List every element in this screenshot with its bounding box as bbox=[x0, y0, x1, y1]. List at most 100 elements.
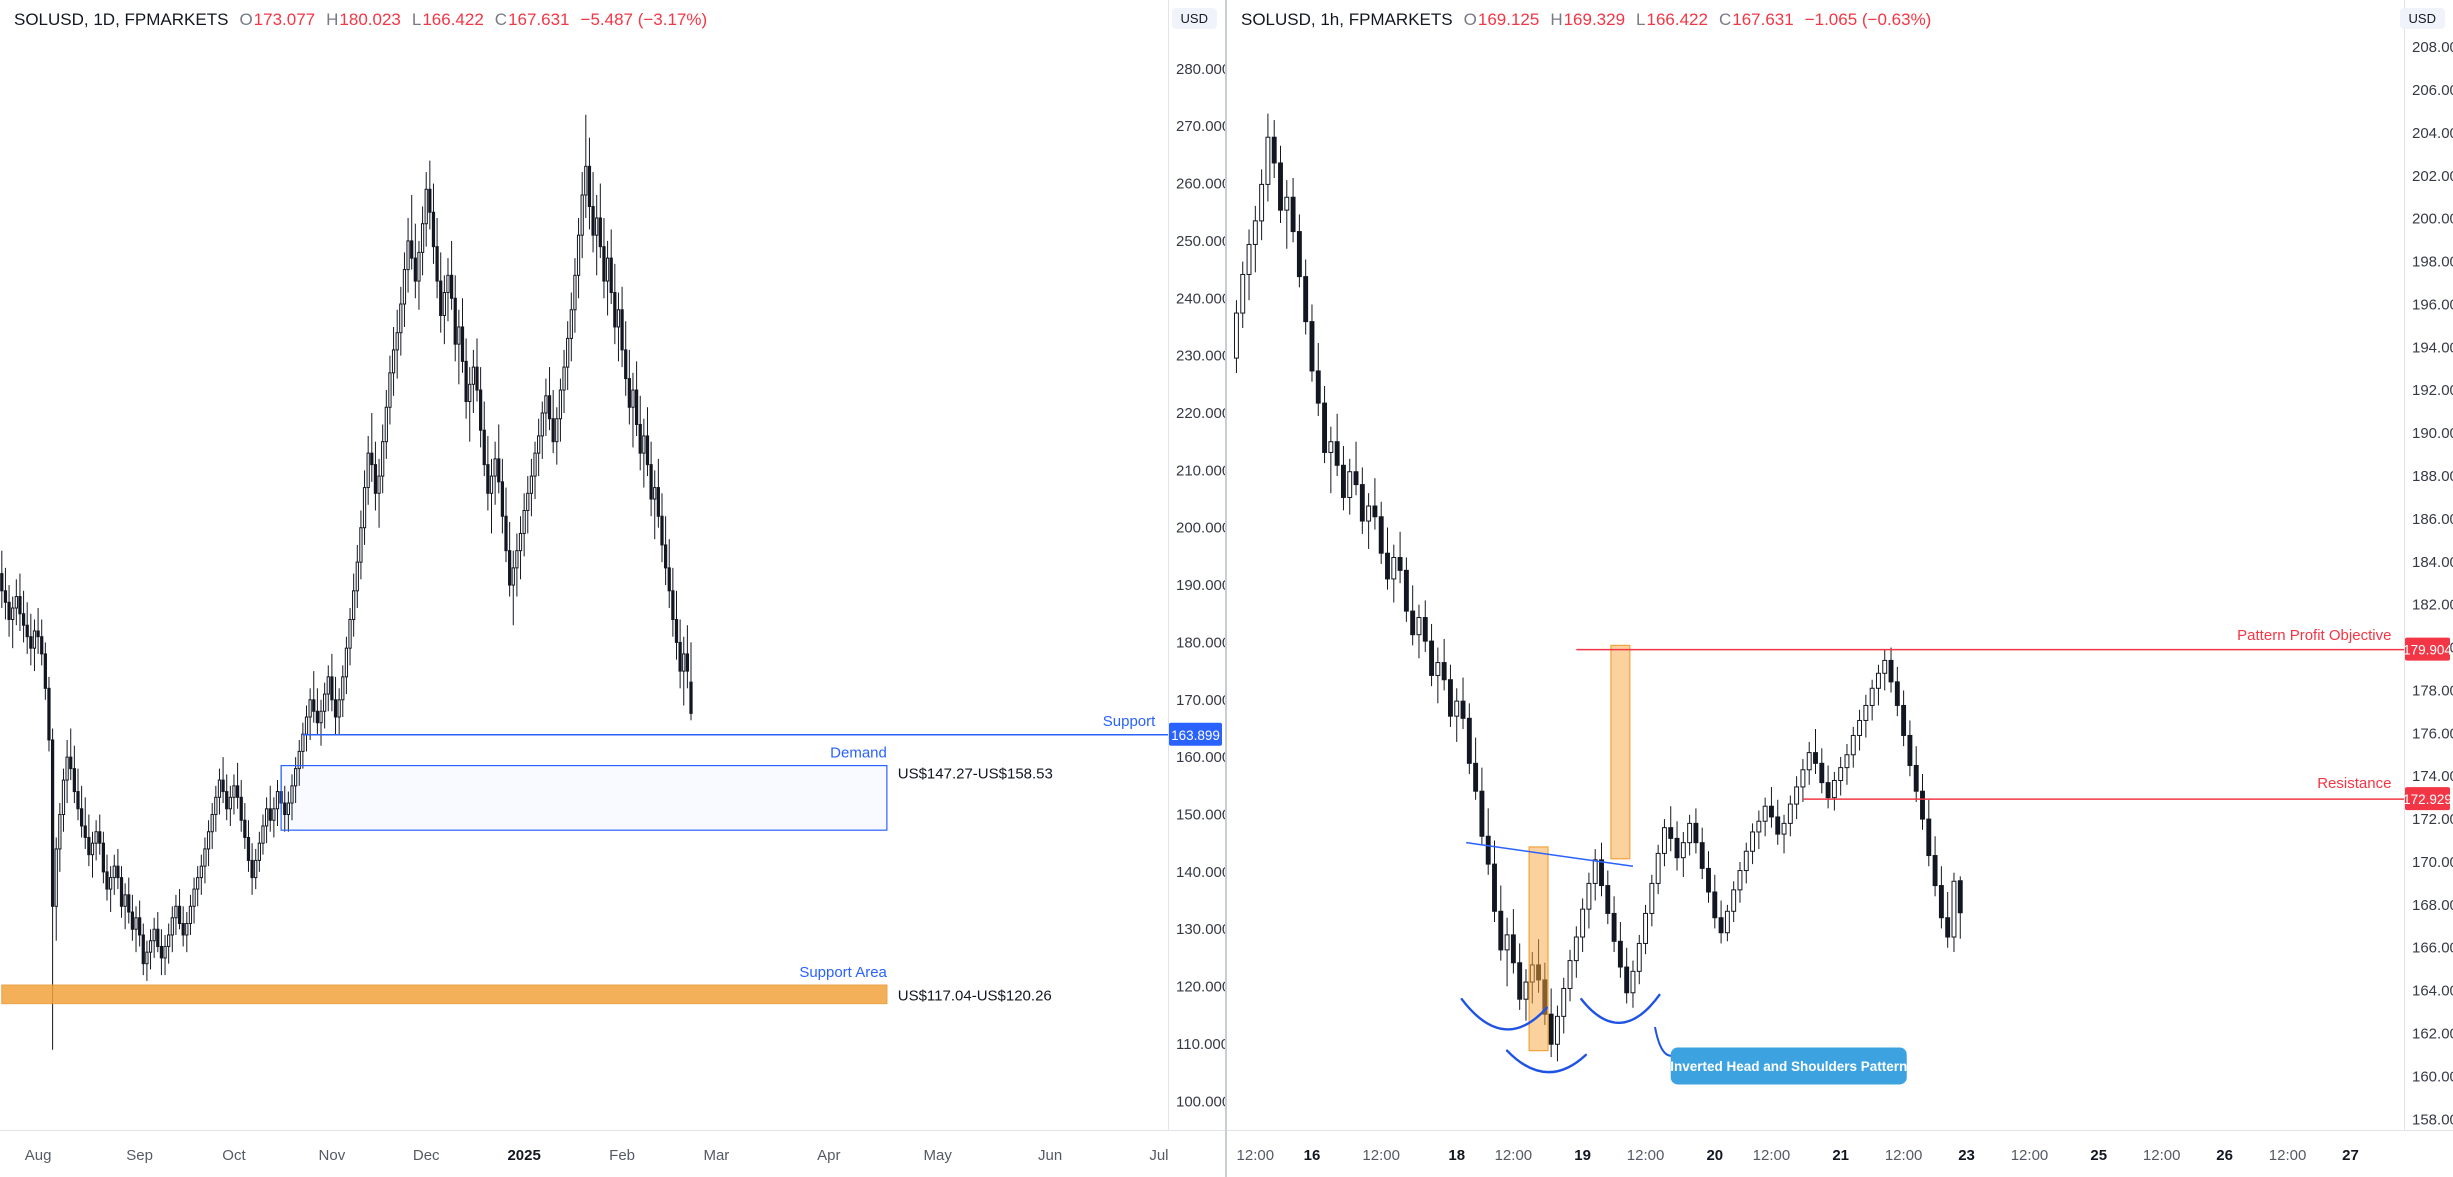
price-axis[interactable]: 100.000 110.000 120.000 130.000 140.000 150.0… bbox=[1176, 61, 1225, 1110]
candle-body bbox=[1838, 767, 1844, 781]
candle-body bbox=[493, 458, 497, 477]
symbol-title-daily[interactable]: SOLUSD, 1D, FPMARKETS bbox=[14, 10, 229, 29]
candle-body bbox=[497, 458, 501, 483]
hourly-chart-panel: 158.000 160.000 162.000 164.000 166.000 168.0… bbox=[1225, 0, 2453, 1177]
demand-label[interactable]: Demand bbox=[830, 745, 887, 762]
price-tick-label: 170.000 bbox=[2412, 854, 2453, 871]
pattern-profit-objective-line-price-text: 179.904 bbox=[2403, 643, 2452, 658]
candle-body bbox=[366, 452, 370, 489]
demand-zone[interactable] bbox=[280, 764, 888, 831]
pattern-callout[interactable] bbox=[1670, 1047, 1907, 1085]
candle-body bbox=[1479, 790, 1485, 837]
neckline[interactable] bbox=[1466, 841, 1634, 868]
candle-body bbox=[1353, 471, 1359, 486]
price-tick-label: 240.000 bbox=[1176, 290, 1225, 307]
candle-body bbox=[246, 836, 251, 861]
candle-body bbox=[1687, 822, 1693, 844]
time-tick-label: 25 bbox=[2090, 1147, 2107, 1164]
candle-body bbox=[1775, 816, 1781, 835]
time-tick-label: Feb bbox=[609, 1147, 635, 1164]
candle-body bbox=[290, 785, 294, 804]
candle-body bbox=[1510, 934, 1516, 964]
time-axis[interactable]: Aug Sep Oct Nov Dec 2025 Feb Mar Apr May Jun Jul bbox=[25, 1147, 1169, 1164]
candle-body bbox=[145, 951, 149, 965]
price-tick-label: 190.000 bbox=[1176, 577, 1225, 594]
price-tick-label: 260.000 bbox=[1176, 176, 1225, 193]
resistance-label[interactable]: Resistance bbox=[2317, 775, 2391, 792]
candle-body bbox=[562, 366, 566, 391]
candle-body bbox=[1359, 484, 1365, 522]
time-tick-label: 12:00 bbox=[1237, 1147, 1275, 1164]
support-area-range-label[interactable]: US$117.04-US$120.26 bbox=[898, 987, 1052, 1004]
symbol-title-hourly[interactable]: SOLUSD, 1h, FPMARKETS bbox=[1241, 10, 1453, 29]
candle-body bbox=[36, 630, 40, 638]
candle-body bbox=[511, 567, 515, 586]
price-tick-label: 200.000 bbox=[1176, 520, 1225, 537]
candle-body bbox=[1674, 837, 1680, 859]
candle-body bbox=[21, 613, 26, 626]
candle-body bbox=[235, 785, 240, 798]
candle-body bbox=[1240, 273, 1246, 314]
candle-body bbox=[544, 395, 548, 414]
candle-body bbox=[1322, 402, 1328, 453]
candle-body bbox=[1296, 231, 1302, 278]
candle-body bbox=[1460, 700, 1466, 719]
price-tick-label: 280.000 bbox=[1176, 61, 1225, 78]
candle-body bbox=[533, 452, 537, 477]
candle-body bbox=[170, 917, 174, 936]
candle-body bbox=[87, 836, 91, 856]
projection-box[interactable] bbox=[1610, 644, 1631, 860]
support-label[interactable]: Support bbox=[1103, 713, 1156, 730]
candle-body bbox=[69, 756, 73, 770]
demand-range-label[interactable]: US$147.27-US$158.53 bbox=[898, 765, 1053, 782]
pattern-profit-objective-label[interactable]: Pattern Profit Objective bbox=[2237, 627, 2391, 644]
left-shoulder-arc[interactable] bbox=[1460, 998, 1548, 1031]
candle-body bbox=[283, 802, 287, 816]
hourly-chart-canvas[interactable]: 158.000 160.000 162.000 164.000 166.000 168.0… bbox=[1227, 0, 2453, 1177]
resistance-line-price-label bbox=[2405, 787, 2450, 811]
ohlc-high-hourly: H 169.329 bbox=[1550, 10, 1626, 29]
candle-body bbox=[98, 831, 102, 844]
time-tick-label: 2025 bbox=[507, 1147, 540, 1164]
candle-body bbox=[537, 435, 541, 454]
candle-body bbox=[275, 791, 280, 810]
candle-body bbox=[609, 257, 613, 294]
candle-body bbox=[1649, 882, 1655, 914]
candle-body bbox=[1492, 863, 1497, 912]
candle-body bbox=[435, 246, 439, 282]
candle-body bbox=[464, 360, 468, 403]
right-shoulder-arc[interactable] bbox=[1580, 993, 1661, 1024]
daily-chart-canvas[interactable]: 100.000 110.000 120.000 130.000 140.000 150.0… bbox=[0, 0, 1225, 1177]
candle-body bbox=[58, 814, 62, 850]
time-tick-label: 21 bbox=[1832, 1147, 1849, 1164]
candle-body bbox=[649, 464, 653, 500]
candle-body bbox=[105, 871, 109, 890]
price-tick-label: 210.000 bbox=[1176, 462, 1225, 479]
time-axis[interactable]: 12:00 16 12:00 18 12:00 19 12:00 20 12:00 21 12:00… bbox=[1237, 1147, 2359, 1164]
candle-body bbox=[181, 923, 185, 936]
symbol-info-hourly[interactable]: SOLUSD, 1h, FPMARKETS O 169.125 H 169.329 … bbox=[1241, 10, 1931, 30]
head-arc[interactable] bbox=[1505, 1049, 1587, 1074]
price-axis[interactable]: 158.000 160.000 162.000 164.000 166.000 168.0… bbox=[2412, 39, 2453, 1128]
support-area-label[interactable]: Support Area bbox=[799, 964, 887, 981]
candle-body bbox=[439, 280, 443, 316]
candle-body bbox=[457, 326, 461, 345]
candle-body bbox=[529, 475, 534, 494]
candle-body bbox=[526, 492, 530, 512]
symbol-info-daily[interactable]: SOLUSD, 1D, FPMARKETS O 173.077 H 180.023 … bbox=[14, 10, 707, 30]
candle-body bbox=[1875, 672, 1881, 689]
candle-body bbox=[1573, 936, 1579, 962]
price-axis-currency-hourly[interactable]: USD bbox=[2399, 8, 2445, 29]
candle-body bbox=[1857, 719, 1863, 736]
candle-body bbox=[18, 596, 22, 615]
price-tick-label: 198.000 bbox=[2412, 254, 2453, 271]
candle-body bbox=[1441, 662, 1447, 681]
candle-body bbox=[1567, 960, 1573, 989]
candle-body bbox=[72, 768, 76, 793]
price-tick-label: 182.000 bbox=[2412, 597, 2453, 614]
support-area-band[interactable] bbox=[1, 984, 888, 1005]
candle-body bbox=[1636, 942, 1642, 972]
candle-body bbox=[653, 487, 657, 500]
price-axis-currency-daily[interactable]: USD bbox=[1171, 8, 1217, 29]
pattern-height-box[interactable] bbox=[1528, 846, 1549, 1052]
